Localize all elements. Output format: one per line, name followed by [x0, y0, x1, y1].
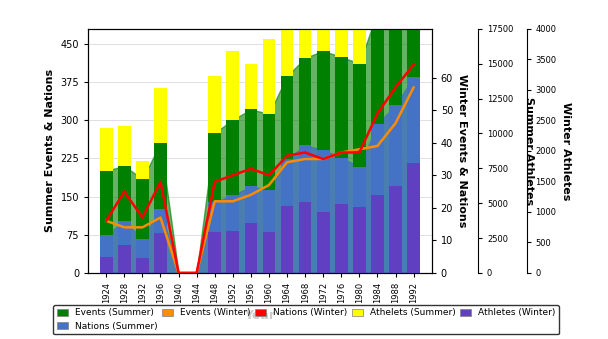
Bar: [118, 244, 131, 273]
Bar: [226, 51, 239, 120]
Bar: [371, 195, 384, 273]
Bar: [118, 221, 131, 244]
Bar: [299, 0, 311, 58]
Bar: [154, 208, 167, 234]
Bar: [335, 0, 348, 57]
Bar: [100, 171, 112, 235]
Bar: [389, 105, 402, 186]
Bar: [371, 0, 384, 12]
Bar: [154, 143, 167, 208]
Bar: [209, 202, 221, 232]
Bar: [263, 190, 275, 232]
Bar: [263, 39, 275, 114]
Bar: [281, 159, 294, 206]
Bar: [281, 206, 294, 273]
Bar: [353, 64, 365, 167]
Bar: [299, 58, 311, 145]
Bar: [353, 0, 365, 64]
Bar: [335, 57, 348, 158]
Bar: [136, 258, 149, 273]
Bar: [244, 64, 257, 109]
Y-axis label: Winter Athletes: Winter Athletes: [561, 102, 570, 200]
Bar: [100, 127, 112, 171]
Bar: [244, 186, 257, 223]
Bar: [389, 186, 402, 273]
Y-axis label: Summer Events & Nations: Summer Events & Nations: [45, 69, 55, 233]
X-axis label: Year: Year: [244, 309, 275, 322]
Bar: [209, 76, 221, 133]
Bar: [317, 150, 330, 212]
Y-axis label: Winter Events & Nations: Winter Events & Nations: [457, 74, 467, 227]
Bar: [335, 204, 348, 273]
Bar: [100, 257, 112, 273]
Bar: [407, 163, 420, 273]
Bar: [281, 4, 294, 76]
Bar: [371, 124, 384, 195]
Bar: [263, 232, 275, 273]
Bar: [154, 234, 167, 273]
Bar: [100, 235, 112, 257]
Bar: [136, 179, 149, 239]
Bar: [209, 133, 221, 202]
Bar: [353, 207, 365, 273]
Bar: [389, 0, 402, 105]
Bar: [244, 109, 257, 186]
Bar: [317, 212, 330, 273]
Bar: [335, 158, 348, 204]
Bar: [317, 0, 330, 51]
Bar: [118, 166, 131, 221]
Bar: [154, 88, 167, 143]
Legend: Events (Summer), Nations (Summer), Events (Winter), Nations (Winter), Athelets (: Events (Summer), Nations (Summer), Event…: [53, 305, 559, 335]
Bar: [226, 231, 239, 273]
Bar: [226, 120, 239, 196]
Bar: [407, 0, 420, 77]
Y-axis label: Summer Athletes: Summer Athletes: [524, 97, 534, 205]
Bar: [299, 202, 311, 273]
Bar: [263, 114, 275, 190]
Bar: [118, 125, 131, 166]
Bar: [281, 76, 294, 159]
Bar: [136, 239, 149, 258]
Bar: [371, 12, 384, 124]
Bar: [317, 51, 330, 150]
Bar: [244, 223, 257, 273]
Bar: [353, 167, 365, 207]
Bar: [209, 232, 221, 273]
Bar: [226, 196, 239, 231]
Bar: [136, 161, 149, 179]
Bar: [407, 77, 420, 163]
Bar: [299, 145, 311, 202]
